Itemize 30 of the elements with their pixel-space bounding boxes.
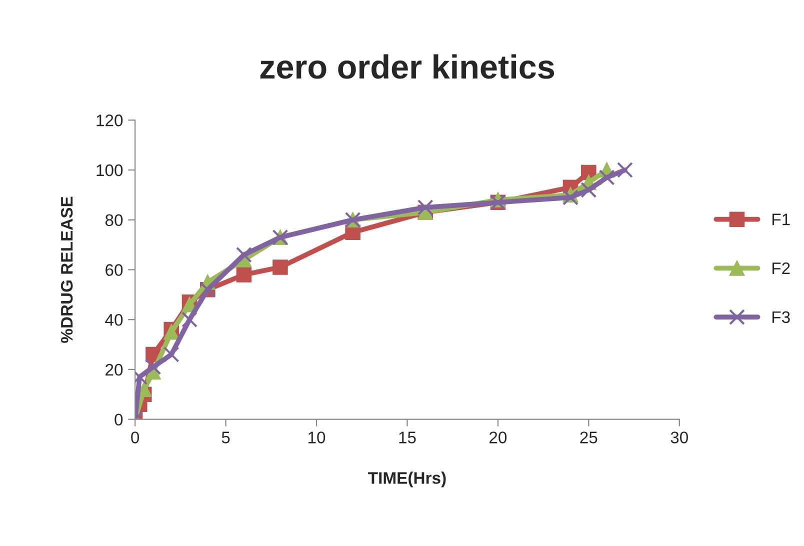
point <box>182 312 198 328</box>
x-axis-title: TIME(Hrs) <box>368 472 446 488</box>
point <box>580 182 597 198</box>
legend-label: F2 <box>772 262 790 274</box>
point <box>598 169 615 186</box>
y-tick-label: 20 <box>106 364 123 376</box>
x-tick-label: 15 <box>399 432 416 444</box>
point <box>272 260 288 275</box>
point <box>145 358 162 375</box>
y-axis-title: %DRUG RELEASE <box>60 196 73 343</box>
y-tick-label: 120 <box>96 114 123 126</box>
x-tick-label: 25 <box>580 432 598 444</box>
y-tick-label: 60 <box>106 264 123 276</box>
y-tick-label: 100 <box>96 164 123 176</box>
chart-title: zero order kinetics <box>260 54 554 79</box>
x-tick-label: 10 <box>308 432 326 444</box>
point <box>616 162 633 178</box>
point <box>163 346 180 362</box>
x-tick-label: 20 <box>490 432 507 444</box>
y-tick-label: 0 <box>114 414 123 426</box>
x-tick-label: 5 <box>222 432 230 444</box>
x-tick-label: 0 <box>131 432 140 444</box>
point <box>236 267 252 282</box>
y-tick-label: 80 <box>105 214 123 226</box>
legend-label: F3 <box>772 311 790 324</box>
point <box>236 246 252 263</box>
x-tick-label: 30 <box>670 432 688 444</box>
legend-label: F1 <box>772 214 790 226</box>
y-tick-label: 40 <box>105 314 123 326</box>
point <box>417 199 434 216</box>
